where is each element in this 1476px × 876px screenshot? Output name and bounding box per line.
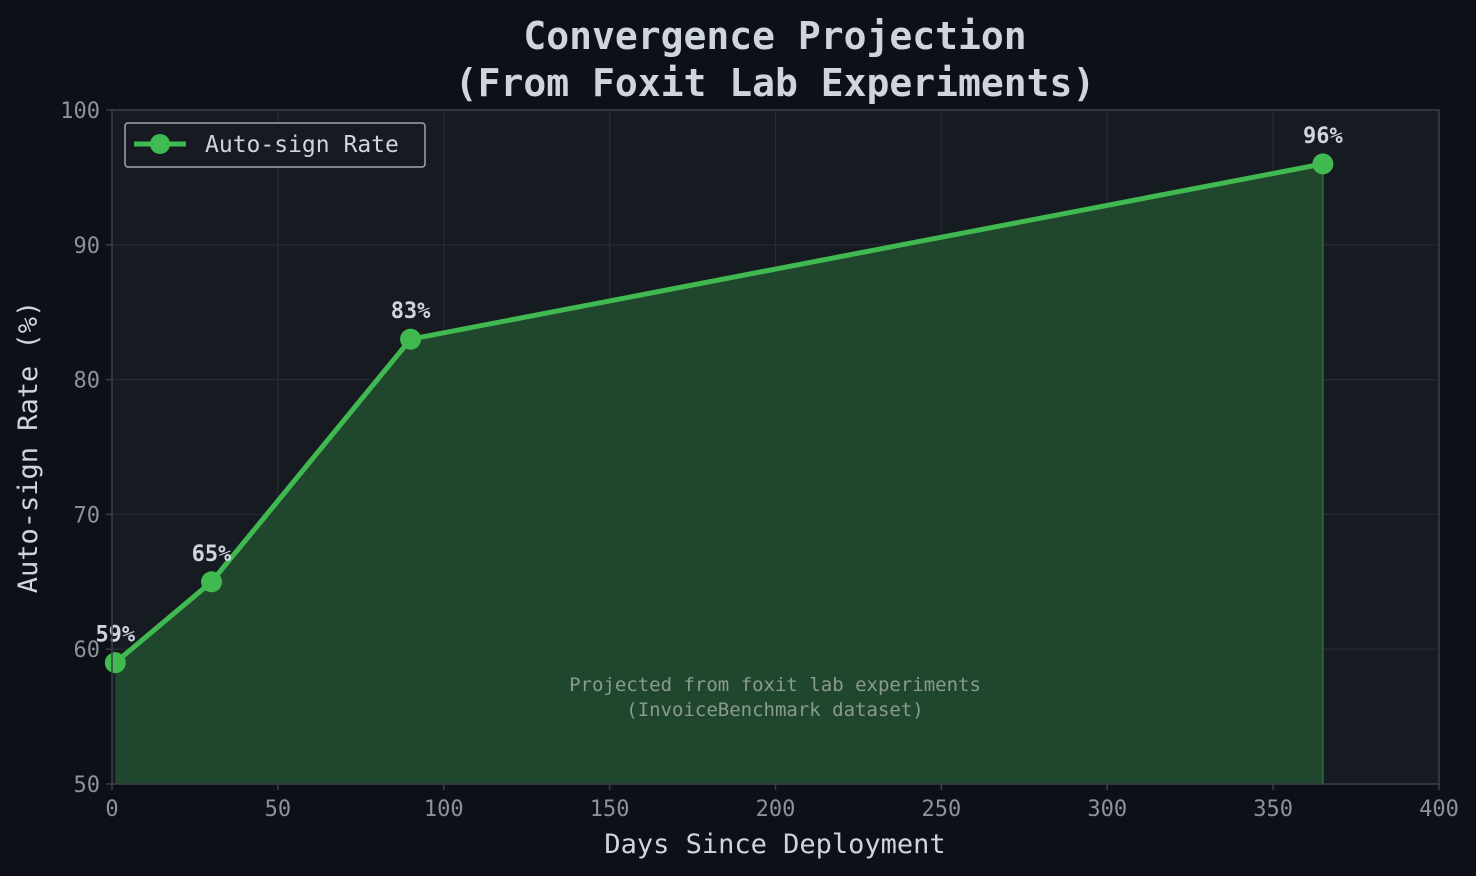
chart-title-line-1: Convergence Projection [523,14,1026,58]
legend-series-label: Auto-sign Rate [205,132,399,158]
x-tick-label: 100 [424,797,464,822]
label-layer: 59% 65% 83% 96% [95,124,1343,648]
data-label: 65% [192,542,232,567]
y-tick-label: 60 [74,638,101,663]
data-point [201,571,223,593]
area-layer [115,163,1324,785]
data-label: 83% [391,299,431,324]
point-layer [104,153,1334,674]
x-tick-label: 400 [1419,797,1459,822]
x-tick-label: 50 [265,797,292,822]
legend-marker-swatch [150,134,170,154]
x-tick-label: 350 [1253,797,1293,822]
data-point [1312,153,1334,175]
x-tick-label: 250 [922,797,962,822]
legend-box [124,122,426,168]
data-point [400,328,422,350]
series-line [112,161,1326,666]
x-tick-label: 150 [590,797,630,822]
y-tick-label: 80 [74,369,101,394]
legend: Auto-sign Rate [124,122,426,168]
chart-title-line-2: (From Foxit Lab Experiments) [455,61,1096,105]
x-tick-label: 200 [756,797,796,822]
data-label: 96% [1303,124,1343,149]
annotation-line-2: (InvoiceBenchmark dataset) [626,699,923,721]
x-axis-label: Days Since Deployment [604,829,945,860]
y-tick-label: 50 [74,773,101,798]
y-tick-label: 100 [60,99,100,124]
data-point [104,652,126,674]
x-tick-label: 300 [1087,797,1127,822]
y-axis-label: Auto-sign Rate (%) [13,301,44,594]
annotation-line-1: Projected from foxit lab experiments [569,674,981,696]
y-tick-label: 90 [74,234,101,259]
y-tick-label: 70 [74,503,101,528]
data-label: 59% [95,623,135,648]
x-tick-label: 0 [105,797,118,822]
series-area-fill [115,163,1323,785]
line-layer [112,161,1326,666]
